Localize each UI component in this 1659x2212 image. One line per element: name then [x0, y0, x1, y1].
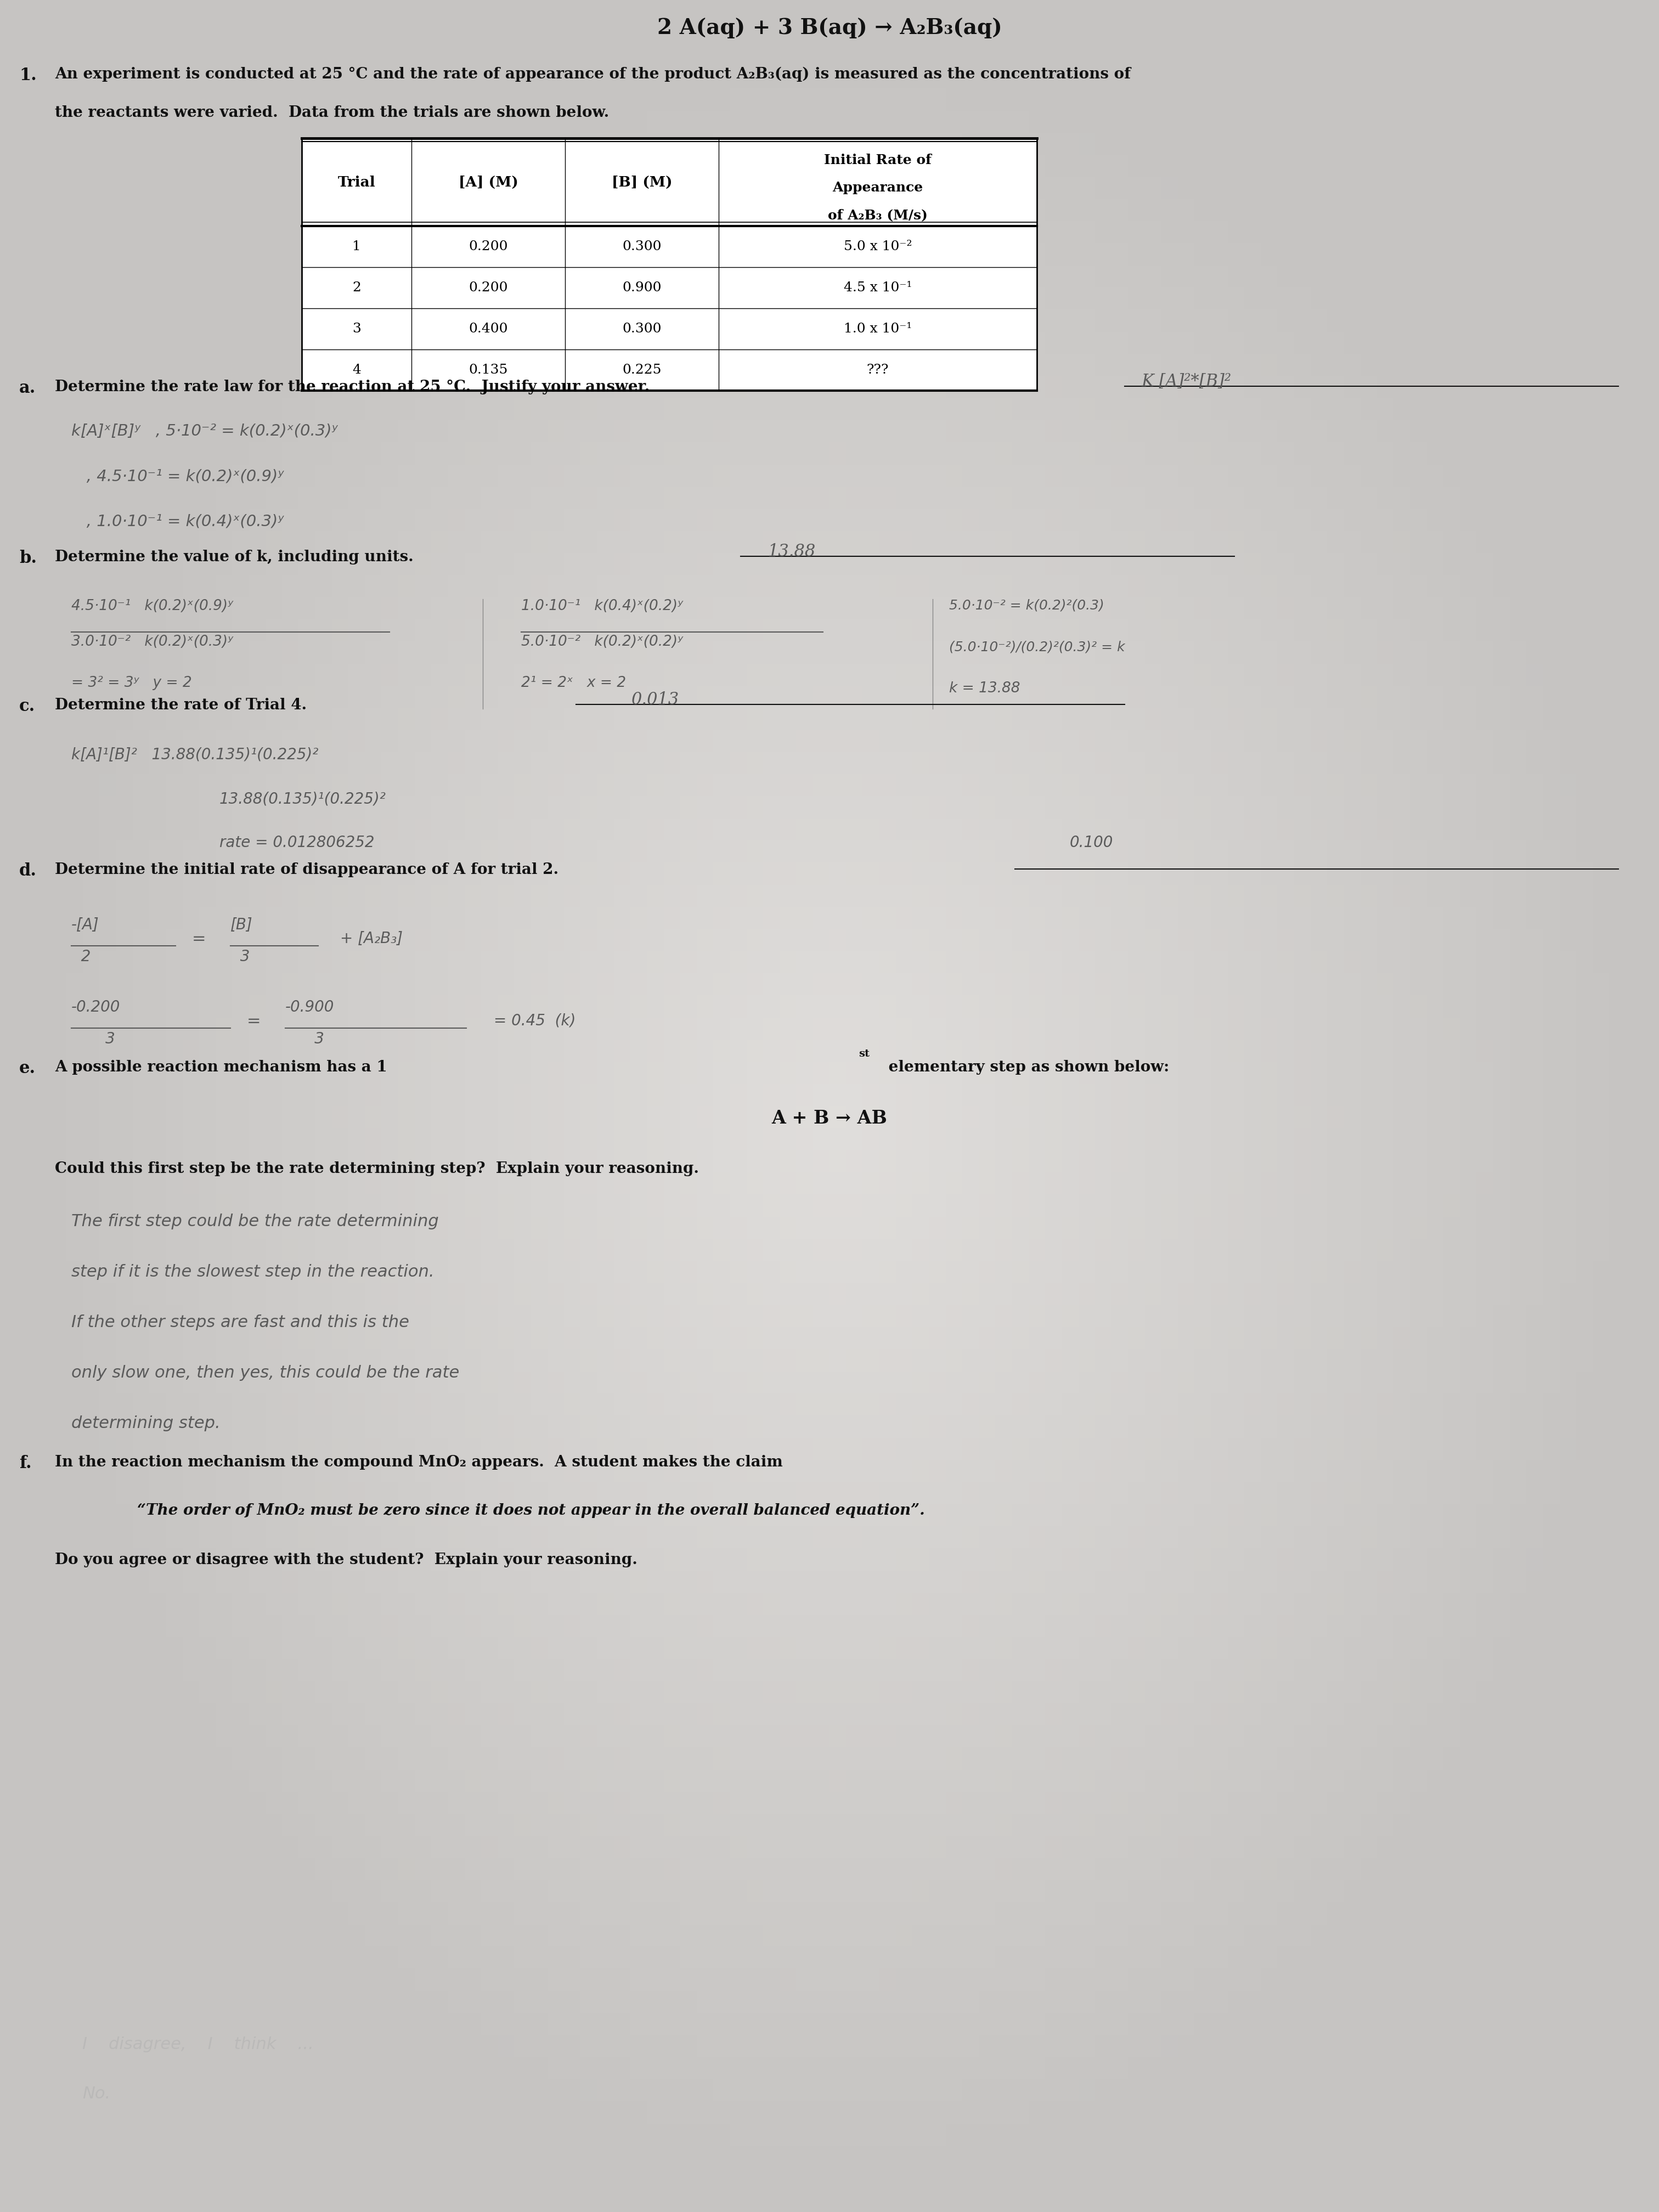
- Text: Determine the rate of Trial 4.: Determine the rate of Trial 4.: [55, 697, 307, 712]
- Text: k = 13.88: k = 13.88: [949, 681, 1020, 695]
- Text: 5.0 x 10⁻²: 5.0 x 10⁻²: [844, 241, 912, 252]
- Text: [A] (M): [A] (M): [458, 175, 518, 188]
- Text: 4: 4: [352, 363, 362, 376]
- Text: b.: b.: [20, 551, 36, 566]
- Text: Do you agree or disagree with the student?  Explain your reasoning.: Do you agree or disagree with the studen…: [55, 1553, 637, 1568]
- Text: st: st: [859, 1048, 869, 1060]
- Text: An experiment is conducted at 25 °C and the rate of appearance of the product A₂: An experiment is conducted at 25 °C and …: [55, 66, 1131, 82]
- Text: 0.013: 0.013: [630, 690, 679, 708]
- Text: -0.900: -0.900: [285, 1000, 335, 1015]
- Text: elementary step as shown below:: elementary step as shown below:: [883, 1060, 1170, 1075]
- Text: a.: a.: [20, 380, 36, 396]
- Text: No.: No.: [83, 2086, 111, 2101]
- Text: k[A]¹[B]²   13.88(0.135)¹(0.225)²: k[A]¹[B]² 13.88(0.135)¹(0.225)²: [71, 748, 319, 763]
- Text: Determine the value of k, including units.: Determine the value of k, including unit…: [55, 551, 413, 564]
- Text: 0.200: 0.200: [468, 241, 508, 252]
- Text: 3.0·10⁻²   k(0.2)ˣ(0.3)ʸ: 3.0·10⁻² k(0.2)ˣ(0.3)ʸ: [71, 635, 234, 648]
- Text: = 3² = 3ʸ   y = 2: = 3² = 3ʸ y = 2: [71, 677, 192, 690]
- Text: In the reaction mechanism the compound MnO₂ appears.  A student makes the claim: In the reaction mechanism the compound M…: [55, 1455, 783, 1469]
- Text: =: =: [247, 1013, 260, 1029]
- Text: A possible reaction mechanism has a 1: A possible reaction mechanism has a 1: [55, 1060, 387, 1075]
- Text: [B]: [B]: [231, 918, 252, 933]
- Text: 0.400: 0.400: [468, 323, 508, 336]
- Text: rate = 0.012806252: rate = 0.012806252: [219, 834, 375, 849]
- Text: determining step.: determining step.: [71, 1416, 221, 1431]
- Text: -[A]: -[A]: [71, 918, 100, 933]
- Text: -0.200: -0.200: [71, 1000, 121, 1015]
- Text: 3: 3: [71, 1031, 114, 1046]
- Text: 4.5·10⁻¹   k(0.2)ˣ(0.9)ʸ: 4.5·10⁻¹ k(0.2)ˣ(0.9)ʸ: [71, 599, 234, 613]
- Text: 0.135: 0.135: [469, 363, 508, 376]
- Text: of A₂B₃ (M/s): of A₂B₃ (M/s): [828, 208, 927, 221]
- Text: “The order of MnO₂ must be zero since it does not appear in the overall balanced: “The order of MnO₂ must be zero since it…: [138, 1504, 924, 1517]
- Text: 0.200: 0.200: [468, 281, 508, 294]
- Text: 1.0 x 10⁻¹: 1.0 x 10⁻¹: [844, 323, 912, 336]
- Text: Could this first step be the rate determining step?  Explain your reasoning.: Could this first step be the rate determ…: [55, 1161, 698, 1177]
- Text: 3: 3: [352, 323, 362, 336]
- Text: (5.0·10⁻²)/(0.2)²(0.3)² = k: (5.0·10⁻²)/(0.2)²(0.3)² = k: [949, 639, 1125, 653]
- Text: c.: c.: [20, 697, 35, 714]
- Text: 1.0·10⁻¹   k(0.4)ˣ(0.2)ʸ: 1.0·10⁻¹ k(0.4)ˣ(0.2)ʸ: [521, 599, 684, 613]
- Text: , 4.5·10⁻¹ = k(0.2)ˣ(0.9)ʸ: , 4.5·10⁻¹ = k(0.2)ˣ(0.9)ʸ: [71, 469, 284, 484]
- Text: ???: ???: [866, 363, 889, 376]
- Text: 0.900: 0.900: [622, 281, 662, 294]
- Text: Appearance: Appearance: [833, 181, 922, 195]
- Text: I    disagree,    I    think    ...: I disagree, I think ...: [83, 2037, 314, 2053]
- Text: 0.100: 0.100: [1070, 834, 1113, 849]
- Text: Initial Rate of: Initial Rate of: [825, 153, 931, 166]
- Text: 2: 2: [71, 949, 91, 964]
- Text: , 1.0·10⁻¹ = k(0.4)ˣ(0.3)ʸ: , 1.0·10⁻¹ = k(0.4)ˣ(0.3)ʸ: [71, 513, 284, 529]
- Text: 2: 2: [352, 281, 362, 294]
- Text: e.: e.: [20, 1060, 36, 1077]
- Text: 1.: 1.: [20, 66, 36, 84]
- Text: 1: 1: [352, 241, 362, 252]
- Text: Determine the rate law for the reaction at 25 °C.  Justify your answer.: Determine the rate law for the reaction …: [55, 380, 650, 394]
- Text: Determine the initial rate of disappearance of A for trial 2.: Determine the initial rate of disappeara…: [55, 863, 559, 878]
- Text: = 0.45  (k): = 0.45 (k): [494, 1013, 576, 1029]
- Text: 13.88: 13.88: [768, 544, 816, 560]
- Text: A + B → AB: A + B → AB: [771, 1108, 888, 1128]
- Text: 13.88(0.135)¹(0.225)²: 13.88(0.135)¹(0.225)²: [219, 792, 387, 807]
- Text: only slow one, then yes, this could be the rate: only slow one, then yes, this could be t…: [71, 1365, 460, 1380]
- Text: 3: 3: [231, 949, 251, 964]
- Text: =: =: [192, 931, 206, 947]
- Text: 0.300: 0.300: [622, 241, 662, 252]
- Text: k[A]ˣ[B]ʸ   , 5·10⁻² = k(0.2)ˣ(0.3)ʸ: k[A]ˣ[B]ʸ , 5·10⁻² = k(0.2)ˣ(0.3)ʸ: [71, 422, 338, 438]
- Text: [B] (M): [B] (M): [612, 175, 672, 188]
- Text: d.: d.: [20, 863, 36, 880]
- Text: K [A]²*[B]²: K [A]²*[B]²: [1141, 374, 1231, 389]
- Text: 2 A(aq) + 3 B(aq) → A₂B₃(aq): 2 A(aq) + 3 B(aq) → A₂B₃(aq): [657, 18, 1002, 38]
- Text: 3: 3: [285, 1031, 324, 1046]
- Text: 2¹ = 2ˣ   x = 2: 2¹ = 2ˣ x = 2: [521, 677, 625, 690]
- Text: step if it is the slowest step in the reaction.: step if it is the slowest step in the re…: [71, 1263, 435, 1281]
- Text: 4.5 x 10⁻¹: 4.5 x 10⁻¹: [844, 281, 912, 294]
- Text: 0.225: 0.225: [622, 363, 662, 376]
- Text: If the other steps are fast and this is the: If the other steps are fast and this is …: [71, 1314, 410, 1329]
- Text: 0.300: 0.300: [622, 323, 662, 336]
- Text: + [A₂B₃]: + [A₂B₃]: [340, 931, 403, 947]
- Text: Trial: Trial: [338, 175, 375, 188]
- Bar: [302, 139, 1037, 392]
- Text: f.: f.: [20, 1455, 32, 1471]
- Text: The first step could be the rate determining: The first step could be the rate determi…: [71, 1214, 438, 1230]
- Text: 5.0·10⁻² = k(0.2)²(0.3): 5.0·10⁻² = k(0.2)²(0.3): [949, 599, 1105, 613]
- Text: the reactants were varied.  Data from the trials are shown below.: the reactants were varied. Data from the…: [55, 106, 609, 119]
- Text: 5.0·10⁻²   k(0.2)ˣ(0.2)ʸ: 5.0·10⁻² k(0.2)ˣ(0.2)ʸ: [521, 635, 684, 648]
